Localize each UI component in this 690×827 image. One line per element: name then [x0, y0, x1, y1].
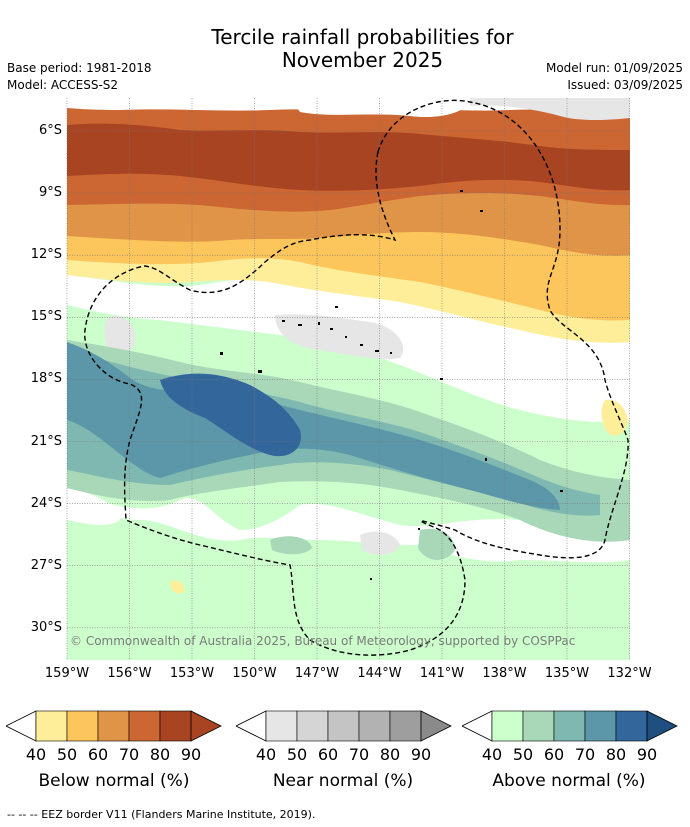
colorbar-below-normal: [6, 710, 222, 742]
colorbar-tick-label: 80: [379, 745, 401, 764]
gridlines: [66, 98, 630, 660]
below-80: [67, 123, 630, 191]
below-normal-title: Below normal (%): [38, 771, 190, 791]
lat-label: 21°S: [30, 433, 62, 449]
field-gray-1: [275, 314, 404, 360]
colorbar-tick-label: 80: [149, 745, 171, 764]
colorbar-segment: [66, 710, 99, 742]
map-field: [67, 98, 630, 660]
colorbar-over-arrow: [190, 710, 222, 742]
colorbar-tick-label: 70: [348, 745, 370, 764]
colorbar-tick-label: 40: [25, 745, 47, 764]
lon-label: 138°W: [482, 666, 527, 681]
colorbar-segment: [389, 710, 422, 742]
below-40-east: [601, 399, 628, 436]
eez-french-polynesia: [84, 151, 466, 656]
colorbar-over-arrow: [646, 710, 678, 742]
lat-label: 12°S: [30, 247, 62, 263]
field-white-sw: [67, 485, 120, 525]
lon-label: 153°W: [169, 666, 215, 681]
colorbar-segment: [358, 710, 391, 742]
near-normal-title: Near normal (%): [272, 771, 414, 791]
above-50-south: [270, 536, 312, 555]
colorbar-tick-label: 70: [118, 745, 140, 764]
meta-right: Model run: 01/09/2025 Issued: 03/09/2025: [546, 60, 683, 94]
colorbar-tick-label: 40: [255, 745, 277, 764]
colorbar-near-normal: [236, 710, 452, 742]
eez-cook-islands: [377, 99, 629, 559]
lon-label: 159°W: [44, 666, 90, 681]
colorbar-segment: [615, 710, 648, 742]
map-title-line1: Tercile rainfall probabilities for: [211, 25, 514, 49]
colorbar-tick-label: 50: [56, 745, 78, 764]
colorbar-segment: [128, 710, 161, 742]
eez-borders: [84, 99, 629, 656]
colorbar-tick-label: 50: [512, 745, 534, 764]
colorbar-tick-label: 60: [543, 745, 565, 764]
colorbar-tick-label: 60: [317, 745, 339, 764]
lon-label: 144°W: [357, 666, 402, 681]
lat-label: 15°S: [30, 309, 62, 325]
issued-date: Issued: 03/09/2025: [567, 78, 683, 92]
field-white-south: [67, 485, 630, 563]
lon-label: 147°W: [294, 666, 340, 681]
colorbar-tick-label: 90: [410, 745, 432, 764]
colorbar-tick-label: 40: [481, 745, 503, 764]
lat-label: 24°S: [30, 495, 62, 511]
colorbar-tick-label: 60: [87, 745, 109, 764]
colorbar-segment: [97, 710, 130, 742]
colorbar-above-normal: [462, 710, 678, 742]
copyright-notice: © Commonwealth of Australia 2025, Bureau…: [70, 634, 576, 648]
model-name: Model: ACCESS-S2: [7, 78, 119, 92]
rainfall-probability-map: [66, 98, 630, 660]
colorbar-segment: [159, 710, 192, 742]
above-70: [67, 342, 560, 510]
colorbar-segment: [553, 710, 586, 742]
colorbar-under-arrow: [462, 710, 493, 742]
colorbar-segment: [296, 710, 329, 742]
colorbar-segment: [265, 710, 298, 742]
colorbar-segment: [522, 710, 555, 742]
lat-label: 18°S: [30, 371, 62, 387]
colorbar-tick-label: 90: [180, 745, 202, 764]
above-50-south-2: [418, 528, 455, 560]
lon-label: 132°W: [607, 666, 652, 681]
lon-label: 150°W: [232, 666, 277, 681]
colorbar-tick-label: 80: [605, 745, 627, 764]
lat-label: 6°S: [38, 123, 62, 138]
field-top-white-2: [290, 98, 470, 118]
lon-label: 135°W: [544, 666, 590, 681]
colorbar-segment: [584, 710, 617, 742]
colorbar-under-arrow: [236, 710, 267, 742]
colorbar-segment: [327, 710, 360, 742]
lon-label: 156°W: [107, 666, 152, 681]
model-run: Model run: 01/09/2025: [545, 61, 683, 75]
base-period: Base period: 1981-2018: [7, 61, 152, 75]
colorbar-over-arrow: [420, 710, 452, 742]
islands: [220, 190, 563, 580]
colorbar-tick-label: 90: [636, 745, 658, 764]
lat-label: 30°S: [30, 619, 62, 635]
field-gray-2: [104, 315, 136, 357]
field-top-gray: [470, 98, 630, 120]
meta-left: Base period: 1981-2018 Model: ACCESS-S2: [7, 60, 152, 94]
colorbar-tick-label: 50: [286, 745, 308, 764]
colorbar-tick-label: 70: [574, 745, 596, 764]
above-80: [160, 373, 301, 457]
lat-label: 9°S: [38, 185, 62, 201]
above-normal-title: Above normal (%): [492, 771, 646, 791]
eez-footnote: -- -- -- EEZ border V11 (Flanders Marine…: [7, 808, 316, 821]
below-40-south: [170, 580, 185, 594]
lat-label: 27°S: [30, 557, 62, 573]
field-gray-3: [360, 531, 400, 555]
colorbar-under-arrow: [6, 710, 37, 742]
lon-label: 141°W: [419, 666, 465, 681]
colorbar-segment: [35, 710, 68, 742]
colorbar-segment: [491, 710, 524, 742]
map-title-line2: November 2025: [281, 48, 444, 72]
